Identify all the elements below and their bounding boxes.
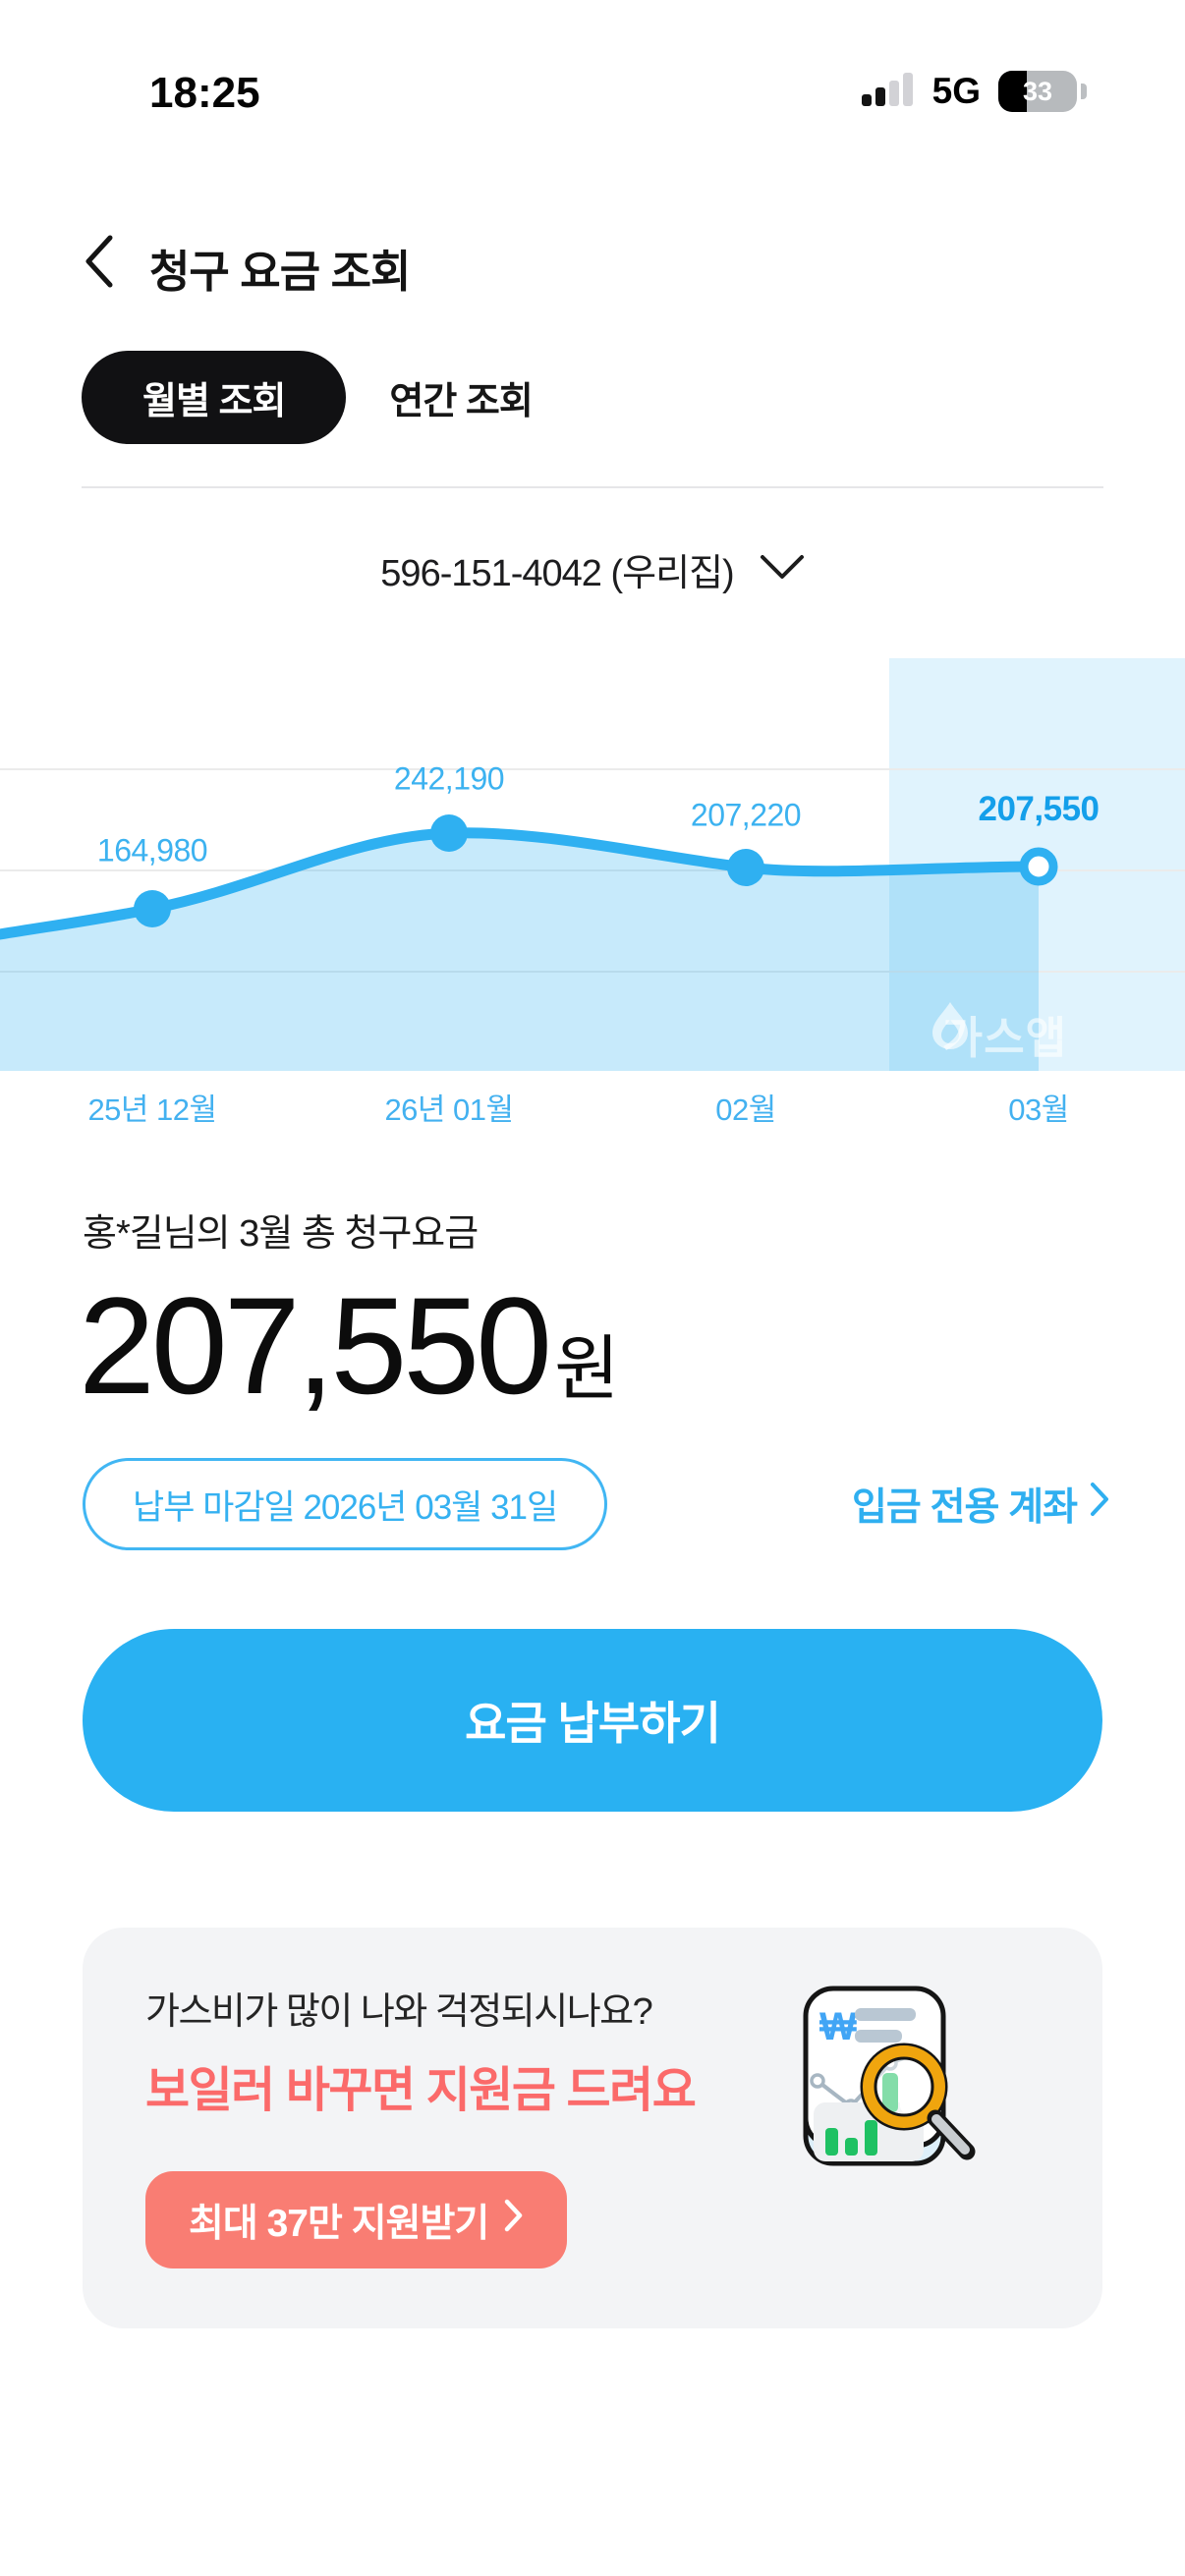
account-number-label: 596-151-4042 (우리집): [380, 553, 734, 594]
data-point-feb: [727, 849, 764, 886]
chevron-right-icon: [504, 2199, 524, 2242]
due-date-pill: 납부 마감일 2026년 03월 31일: [83, 1458, 608, 1550]
chart-axis-label: 03월: [1008, 1092, 1069, 1127]
battery-fill: [998, 71, 1027, 112]
battery-cap: [1081, 84, 1087, 99]
due-date-row: 납부 마감일 2026년 03월 31일 입금 전용 계좌: [83, 1458, 1110, 1550]
currency-suffix: 원: [554, 1330, 619, 1409]
period-tabs: 월별 조회 연간 조회: [82, 351, 534, 444]
back-button[interactable]: [83, 234, 116, 289]
chart-value-label: 164,980: [96, 832, 208, 868]
data-point-dec: [134, 890, 171, 927]
data-point-jan: [430, 814, 468, 852]
total-amount: 207,550 원: [79, 1268, 619, 1423]
chart-axis-label: 25년 12월: [87, 1092, 217, 1127]
billing-chart: 164,980 242,190 207,220 207,550 가스앱: [0, 658, 1185, 1071]
svg-text:₩: ₩: [819, 2005, 857, 2048]
network-type-label: 5G: [931, 71, 981, 111]
status-time: 18:25: [149, 69, 260, 117]
chart-area-fill: [0, 832, 1039, 1071]
promo-cta-button[interactable]: 최대 37만 지원받기: [145, 2171, 568, 2268]
document-magnifier-icon: ₩: [792, 1963, 988, 2180]
battery-percent: 33: [1022, 76, 1053, 106]
chart-axis-label: 02월: [715, 1092, 776, 1127]
deposit-account-label: 입금 전용 계좌: [852, 1486, 1078, 1529]
chevron-down-icon: [760, 553, 805, 586]
chart-canvas: [0, 658, 1185, 1071]
status-right-cluster: 5G 33: [861, 71, 1087, 112]
chart-value-label: 207,220: [690, 797, 802, 833]
watermark: 가스앱: [931, 1002, 1067, 1066]
signal-icon: [861, 72, 915, 111]
data-point-mar-current: [1019, 847, 1058, 886]
promo-cta-label: 최대 37만 지원받기: [189, 2202, 489, 2245]
promo-headline: 보일러 바꾸면 지원금 드려요: [145, 2064, 697, 2117]
tab-monthly[interactable]: 월별 조회: [82, 351, 347, 444]
page-title: 청구 요금 조회: [149, 247, 411, 297]
amount-value: 207,550: [79, 1268, 552, 1423]
boiler-promo-card: 가스비가 많이 나와 걱정되시나요? 보일러 바꾸면 지원금 드려요 최대 37…: [83, 1928, 1102, 2328]
tabs-divider: [82, 486, 1103, 488]
battery-icon: 33: [998, 71, 1077, 112]
chart-value-label: 207,550: [978, 790, 1100, 828]
chevron-right-icon: [1089, 1482, 1110, 1527]
chart-value-label: 242,190: [393, 760, 505, 797]
pay-bill-button[interactable]: 요금 납부하기: [83, 1629, 1102, 1812]
deposit-account-link[interactable]: 입금 전용 계좌: [852, 1477, 1110, 1532]
chart-axis-label: 26년 01월: [384, 1092, 514, 1127]
promo-question: 가스비가 많이 나와 걱정되시나요?: [145, 1991, 653, 2033]
owner-bill-caption: 홍*길님의 3월 총 청구요금: [83, 1213, 479, 1255]
account-selector[interactable]: 596-151-4042 (우리집): [0, 542, 1185, 596]
tab-yearly[interactable]: 연간 조회: [389, 381, 533, 422]
